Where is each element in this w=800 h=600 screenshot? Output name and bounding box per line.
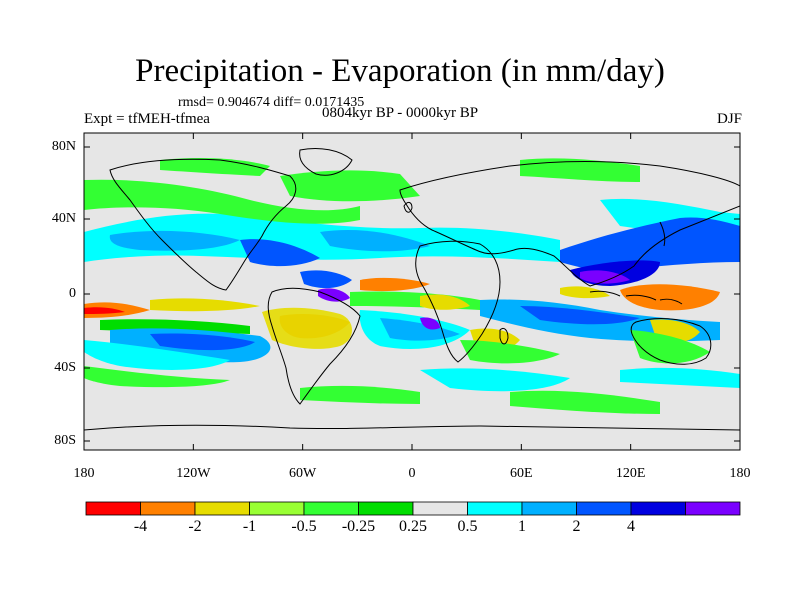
lon-label: 0 — [408, 466, 416, 481]
lon-label: 180 — [729, 466, 751, 481]
colorbar-swatch — [358, 501, 414, 516]
s-africa-purple — [420, 317, 440, 330]
coastline-africa — [415, 240, 501, 363]
south-america-purple — [318, 288, 350, 302]
nh-cyan-band — [84, 213, 560, 262]
nw-pacific-blue — [560, 217, 740, 271]
southern-ocean-green — [510, 390, 660, 414]
coastline-south-america — [267, 287, 361, 405]
s-atlantic-lightblue — [380, 318, 460, 341]
colorbar-label: 1 — [518, 518, 526, 535]
coastline-japan — [659, 221, 666, 247]
colorbar-swatch — [303, 501, 359, 516]
colorbar-swatch — [521, 501, 577, 516]
lon-label: 60W — [289, 466, 317, 481]
colorbar-swatch — [685, 501, 741, 516]
arctic-green — [160, 158, 270, 176]
colorbar-swatch — [412, 501, 468, 516]
maritime-orange — [620, 284, 720, 311]
colorbar — [85, 501, 741, 516]
lon-label: 60E — [510, 466, 533, 481]
s-africa-green — [460, 340, 560, 364]
colorbar-swatch — [576, 501, 632, 516]
coastline-australia — [630, 318, 712, 365]
southern-ocean-cyan — [420, 368, 570, 392]
lon-label: 120W — [176, 466, 211, 481]
sh-green — [84, 366, 230, 388]
coastlines — [84, 147, 740, 431]
brazil-blue — [300, 270, 352, 289]
colorbar-label: 0.5 — [457, 518, 478, 535]
atlantic-green — [280, 170, 420, 202]
n-atlantic-blue — [320, 229, 430, 252]
coastline-indonesia — [589, 290, 683, 305]
lon-label: 180 — [73, 466, 95, 481]
nh-green-band — [84, 179, 360, 224]
season-label: DJF — [716, 111, 742, 127]
e-pacific-yellow — [150, 298, 260, 312]
southern-ocean-green-2 — [300, 385, 420, 404]
period-label: 0804kyr BP - 0000kyr BP — [322, 105, 479, 121]
lon-label: 120E — [615, 466, 646, 481]
colorbar-swatch — [467, 501, 523, 516]
experiment-label: Expt = tfMEH-tfmea — [84, 111, 210, 127]
coastline-greenland — [299, 147, 353, 176]
colorbar-swatch — [140, 501, 196, 516]
colorbar-swatch — [85, 501, 141, 516]
colorbar-label: -4 — [133, 518, 148, 535]
n-america-blue — [240, 239, 320, 267]
africa-yellow — [420, 294, 470, 310]
colorbar-swatch — [249, 501, 305, 516]
colorbar-label: -1 — [242, 518, 257, 535]
siberia-green — [520, 158, 640, 182]
southern-ocean-cyan-2 — [620, 367, 740, 388]
lat-label: 40S — [54, 360, 76, 375]
colorbar-label: 4 — [627, 518, 635, 535]
colorbar-swatch — [630, 501, 686, 516]
sh-pacific-cyan — [84, 340, 230, 370]
indian-ocean-blue — [520, 306, 640, 325]
figure-title: Precipitation - Evaporation (in mm/day) — [135, 53, 665, 89]
nh-lightblue — [109, 230, 240, 251]
atlantic-orange — [360, 277, 430, 292]
lat-label: 80N — [51, 139, 76, 154]
lat-label: 80S — [54, 433, 76, 448]
coastline-uk — [403, 201, 413, 213]
amazon-yellow — [262, 307, 352, 349]
indian-purple — [580, 270, 630, 284]
colorbar-swatch — [194, 501, 250, 516]
axis-ticks — [83, 133, 741, 450]
colorbar-label: -0.5 — [291, 518, 317, 535]
spcz-blue — [150, 333, 255, 351]
east-asia-yellow — [560, 286, 610, 299]
colorbar-label: -0.25 — [341, 518, 376, 535]
colorbar-label: 0.25 — [399, 518, 427, 535]
coastline-eurasia — [399, 161, 740, 287]
e-pacific-red — [84, 307, 125, 314]
colorbar-label: -2 — [188, 518, 202, 535]
stats-text: rmsd= 0.904674 diff= 0.0171435 — [178, 95, 365, 110]
colorbar-label: 2 — [572, 518, 581, 535]
coastline-madagascar — [499, 327, 509, 345]
anomaly-field — [84, 158, 740, 414]
coastline-north-america — [109, 158, 297, 291]
coastline-antarctica — [84, 424, 740, 431]
lat-label: 40N — [51, 211, 76, 226]
lat-label: 0 — [69, 286, 76, 301]
